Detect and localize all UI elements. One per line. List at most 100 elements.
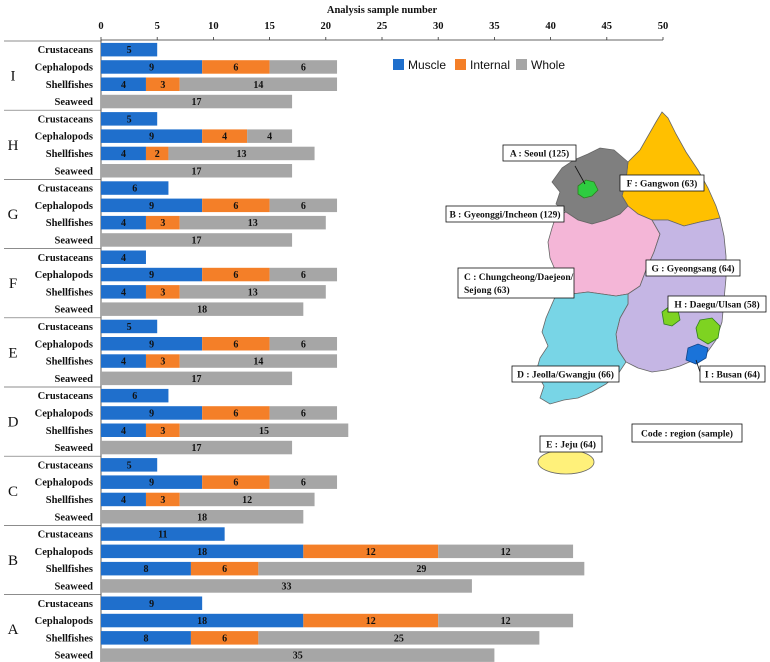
bar-muscle	[101, 596, 203, 610]
bar-internal	[145, 77, 180, 91]
bar-value-label: 11	[158, 530, 167, 541]
bar-whole	[269, 198, 338, 213]
bar-muscle	[101, 613, 304, 628]
bar-whole	[269, 60, 338, 74]
map-label-chungcheong-line2: Sejong (63)	[464, 285, 510, 296]
bar-whole	[101, 440, 293, 455]
bar-muscle	[101, 146, 146, 161]
bar-value-label: 5	[127, 322, 132, 333]
bar-whole	[269, 337, 338, 351]
bar-value-label: 17	[192, 97, 202, 108]
bar-value-label: 17	[192, 374, 202, 385]
bar-whole	[101, 164, 293, 178]
category-label: Crustaceans	[38, 184, 93, 195]
x-tick-label: 5	[155, 21, 160, 32]
bar-muscle	[101, 215, 146, 230]
bar-value-label: 9	[149, 599, 154, 610]
bar-value-label: 3	[160, 357, 165, 368]
category-label: Crustaceans	[38, 253, 93, 264]
bar-whole	[101, 648, 495, 662]
bar-whole	[179, 215, 326, 230]
bar-muscle	[101, 561, 191, 576]
bar-value-label: 4	[121, 80, 126, 91]
bar-value-label: 13	[248, 287, 258, 298]
bar-value-label: 4	[121, 253, 126, 264]
bar-internal	[145, 285, 180, 299]
category-label: Cephalopods	[35, 616, 93, 627]
category-label: Crustaceans	[38, 391, 93, 402]
bar-internal	[145, 492, 180, 507]
map-region-ulsan	[695, 317, 721, 345]
bar-value-label: 3	[160, 287, 165, 298]
leader-line-busan	[695, 359, 701, 373]
region-letter: C	[8, 484, 18, 500]
bar-whole	[269, 475, 338, 489]
bar-value-label: 14	[253, 357, 263, 368]
bar-value-label: 18	[197, 305, 207, 316]
map-label-gangwon-text: F : Gangwon (63)	[627, 179, 698, 190]
bar-value-label: 9	[149, 408, 154, 419]
bar-value-label: 33	[281, 581, 291, 592]
map-region-seoul	[577, 179, 599, 199]
category-label: Shellfishes	[46, 426, 93, 437]
bar-value-label: 6	[233, 339, 238, 350]
bar-value-label: 9	[149, 132, 154, 143]
bar-internal	[303, 613, 439, 628]
category-label: Shellfishes	[46, 495, 93, 506]
bar-value-label: 6	[233, 478, 238, 489]
bar-muscle	[101, 337, 203, 351]
category-label: Crustaceans	[38, 45, 93, 56]
bar-whole	[101, 510, 304, 524]
bar-internal	[190, 561, 259, 576]
region-letter: A	[8, 622, 19, 638]
category-label: Shellfishes	[46, 633, 93, 644]
bar-whole	[438, 544, 574, 559]
bar-muscle	[101, 388, 169, 403]
bar-value-label: 6	[233, 270, 238, 281]
bar-muscle	[101, 319, 158, 334]
bar-value-label: 13	[248, 218, 258, 229]
x-tick-label: 50	[658, 21, 669, 32]
bar-value-label: 4	[121, 426, 126, 437]
bar-value-label: 6	[301, 270, 306, 281]
category-label: Seaweed	[55, 97, 94, 108]
korea-map: A : Seoul (125) F : Gangwon (63) B : Gye…	[445, 111, 767, 475]
x-axis-title: Analysis sample number	[327, 5, 438, 16]
bar-muscle	[101, 631, 191, 645]
category-label: Shellfishes	[46, 80, 93, 91]
region-letter: D	[8, 415, 19, 431]
x-tick-label: 10	[208, 21, 219, 32]
bar-value-label: 17	[192, 166, 202, 177]
bar-whole	[101, 94, 293, 109]
bar-whole	[101, 302, 304, 316]
bar-internal	[303, 544, 439, 559]
bar-internal	[202, 198, 270, 213]
bar-value-label: 8	[143, 633, 148, 644]
map-code-note: Code : region (sample)	[631, 423, 743, 443]
bar-value-label: 13	[237, 149, 247, 160]
bar-whole	[247, 129, 293, 143]
bar-value-label: 4	[121, 495, 126, 506]
bar-value-label: 4	[121, 287, 126, 298]
bar-muscle	[101, 475, 203, 489]
bar-internal	[190, 631, 259, 645]
bar-whole	[438, 613, 574, 628]
leader-line-seoul	[574, 165, 586, 185]
bar-internal	[145, 215, 180, 230]
bar-whole	[258, 561, 585, 576]
bar-value-label: 15	[259, 426, 269, 437]
category-label: Seaweed	[55, 305, 94, 316]
bar-value-label: 6	[132, 184, 137, 195]
bar-muscle	[101, 42, 158, 57]
bar-value-label: 6	[233, 62, 238, 73]
bar-whole	[179, 285, 326, 299]
map-label-busan-text: I : Busan (64)	[705, 370, 760, 381]
category-label: Cephalopods	[35, 270, 93, 281]
bar-value-label: 4	[121, 149, 126, 160]
map-code-note-text: Code : region (sample)	[641, 429, 733, 440]
bar-value-label: 17	[192, 443, 202, 454]
category-label: Crustaceans	[38, 322, 93, 333]
bar-value-label: 14	[253, 80, 263, 91]
bar-value-label: 4	[267, 132, 272, 143]
